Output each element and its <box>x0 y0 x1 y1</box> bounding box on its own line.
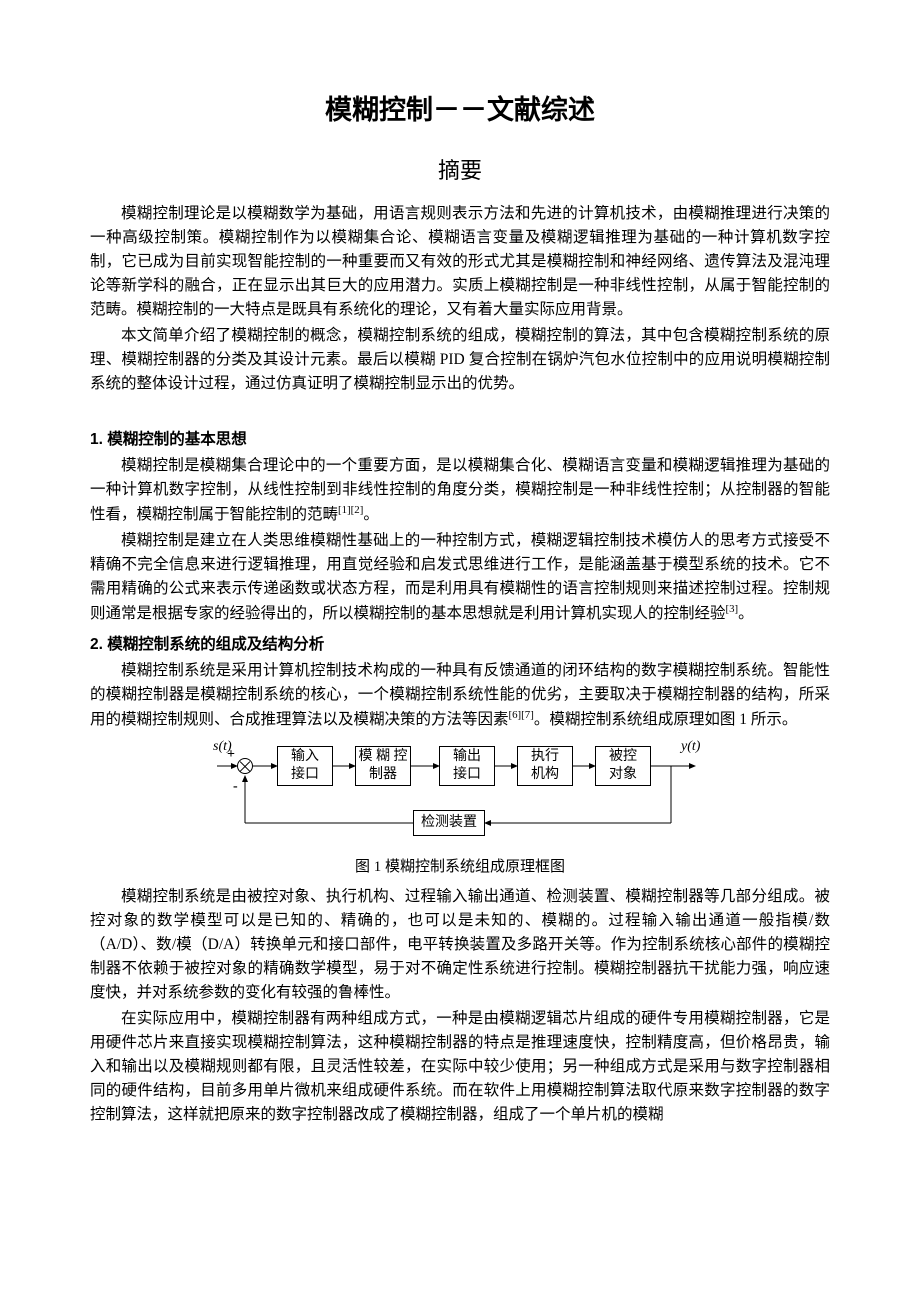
block-actuator: 执行 机构 <box>517 746 573 786</box>
body-para: 模糊控制是模糊集合理论中的一个重要方面，是以模糊集合化、模糊语言变量和模糊逻辑推… <box>90 454 830 527</box>
body-para: 在实际应用中，模糊控制器有两种组成方式，一种是由模糊逻辑芯片组成的硬件专用模糊控… <box>90 1007 830 1127</box>
block-label: 执行 <box>531 748 559 766</box>
block-label: 接口 <box>291 766 319 784</box>
block-label: 接口 <box>453 766 481 784</box>
block-label: 模 糊 控 <box>359 748 408 766</box>
block-label: 输入 <box>291 748 319 766</box>
abstract-heading: 摘要 <box>90 154 830 188</box>
block-label: 输出 <box>453 748 481 766</box>
block-diagram: s(t) y(t) + - 输入 接口 模 糊 控 制器 输出 接口 执行 机构… <box>215 740 705 850</box>
document-title: 模糊控制－－文献综述 <box>90 90 830 132</box>
block-label: 检测装置 <box>421 814 477 832</box>
minus-sign: - <box>233 776 238 798</box>
block-sensor: 检测装置 <box>413 810 485 836</box>
figure-1: s(t) y(t) + - 输入 接口 模 糊 控 制器 输出 接口 执行 机构… <box>90 740 830 850</box>
block-plant: 被控 对象 <box>595 746 651 786</box>
plus-sign: + <box>227 744 235 766</box>
block-label: 被控 <box>609 748 637 766</box>
section-heading-1: 1. 模糊控制的基本思想 <box>90 428 830 452</box>
abstract-para: 模糊控制理论是以模糊数学为基础，用语言规则表示方法和先进的计算机技术，由模糊推理… <box>90 202 830 322</box>
body-para: 模糊控制是建立在人类思维模糊性基础上的一种控制方式，模糊逻辑控制技术模仿人的思考… <box>90 529 830 626</box>
summing-junction <box>237 758 253 774</box>
block-input-interface: 输入 接口 <box>277 746 333 786</box>
block-label: 制器 <box>369 766 397 784</box>
block-label: 机构 <box>531 766 559 784</box>
body-para: 模糊控制系统是采用计算机控制技术构成的一种具有反馈通道的闭环结构的数字模糊控制系… <box>90 659 830 732</box>
output-signal-label: y(t) <box>681 736 700 758</box>
block-output-interface: 输出 接口 <box>439 746 495 786</box>
block-fuzzy-controller: 模 糊 控 制器 <box>355 746 411 786</box>
block-label: 对象 <box>609 766 637 784</box>
abstract-para: 本文简单介绍了模糊控制的概念，模糊控制系统的组成，模糊控制的算法，其中包含模糊控… <box>90 324 830 396</box>
section-heading-2: 2. 模糊控制系统的组成及结构分析 <box>90 633 830 657</box>
figure-caption: 图 1 模糊控制系统组成原理框图 <box>90 856 830 879</box>
body-para: 模糊控制系统是由被控对象、执行机构、过程输入输出通道、检测装置、模糊控制器等几部… <box>90 885 830 1005</box>
